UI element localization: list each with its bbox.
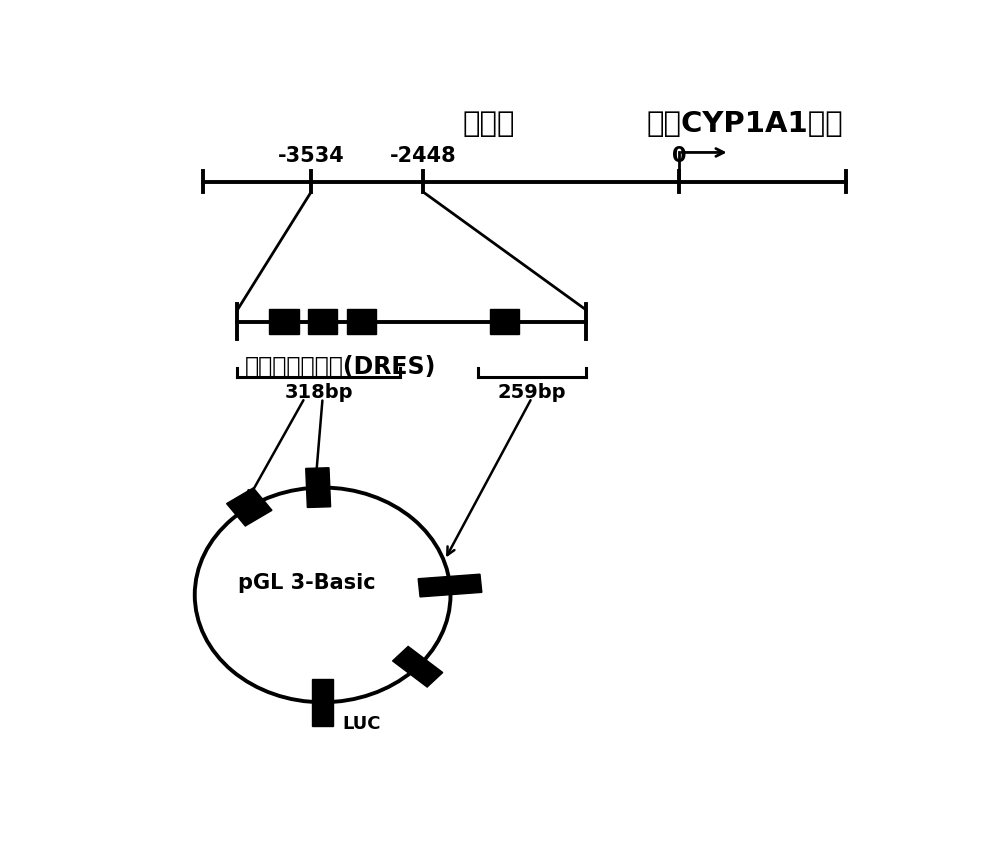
- Text: -2448: -2448: [390, 146, 457, 166]
- Polygon shape: [312, 679, 333, 726]
- Bar: [269, 310, 299, 334]
- Text: 318bp: 318bp: [285, 382, 353, 402]
- Bar: [490, 310, 519, 334]
- Text: 二恶英响应原件(DRES): 二恶英响应原件(DRES): [245, 354, 436, 379]
- Polygon shape: [418, 575, 482, 598]
- Polygon shape: [306, 468, 331, 508]
- Text: pGL 3-Basic: pGL 3-Basic: [238, 572, 376, 592]
- Text: LUC: LUC: [342, 714, 381, 732]
- Polygon shape: [393, 647, 443, 687]
- Polygon shape: [227, 489, 272, 527]
- Text: 人类CYP1A1基因: 人类CYP1A1基因: [647, 110, 843, 138]
- Bar: [308, 310, 337, 334]
- Text: -3534: -3534: [278, 146, 344, 166]
- Text: 启动子: 启动子: [463, 110, 516, 138]
- Text: 0: 0: [672, 146, 686, 166]
- Bar: [347, 310, 376, 334]
- Text: 259bp: 259bp: [498, 382, 566, 402]
